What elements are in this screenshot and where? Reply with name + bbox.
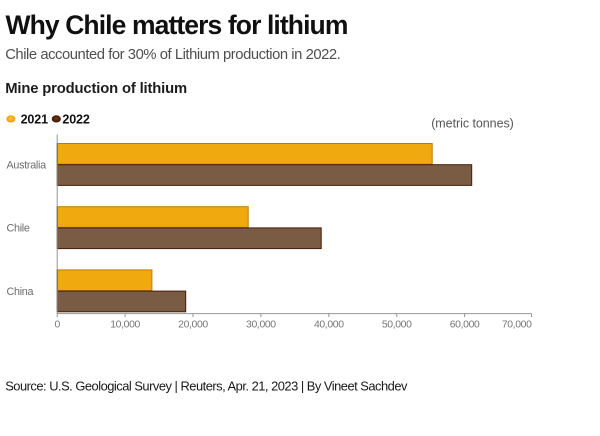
svg-text:Source: U.S. Geological Survey: Source: U.S. Geological Survey | Reuters…: [5, 379, 408, 394]
svg-text:2021: 2021: [21, 113, 48, 127]
svg-text:Chile: Chile: [7, 223, 30, 235]
svg-text:Chile accounted for 30% of Lit: Chile accounted for 30% of Lithium produ…: [5, 47, 340, 63]
svg-text:Mine production of lithium: Mine production of lithium: [5, 81, 187, 97]
svg-text:10,000: 10,000: [110, 320, 140, 331]
svg-text:China: China: [7, 286, 34, 298]
svg-text:50,000: 50,000: [382, 320, 412, 331]
svg-text:20,000: 20,000: [178, 320, 208, 331]
svg-text:Why Chile matters for lithium: Why Chile matters for lithium: [6, 10, 348, 40]
svg-text:30,000: 30,000: [246, 320, 276, 331]
svg-text:70,000: 70,000: [502, 320, 532, 331]
svg-text:Australia: Australia: [7, 160, 47, 172]
svg-text:40,000: 40,000: [314, 320, 344, 331]
svg-text:0: 0: [54, 320, 60, 331]
svg-text:(metric tonnes): (metric tonnes): [431, 116, 514, 130]
svg-text:2022: 2022: [62, 113, 89, 127]
svg-text:60,000: 60,000: [450, 320, 480, 331]
